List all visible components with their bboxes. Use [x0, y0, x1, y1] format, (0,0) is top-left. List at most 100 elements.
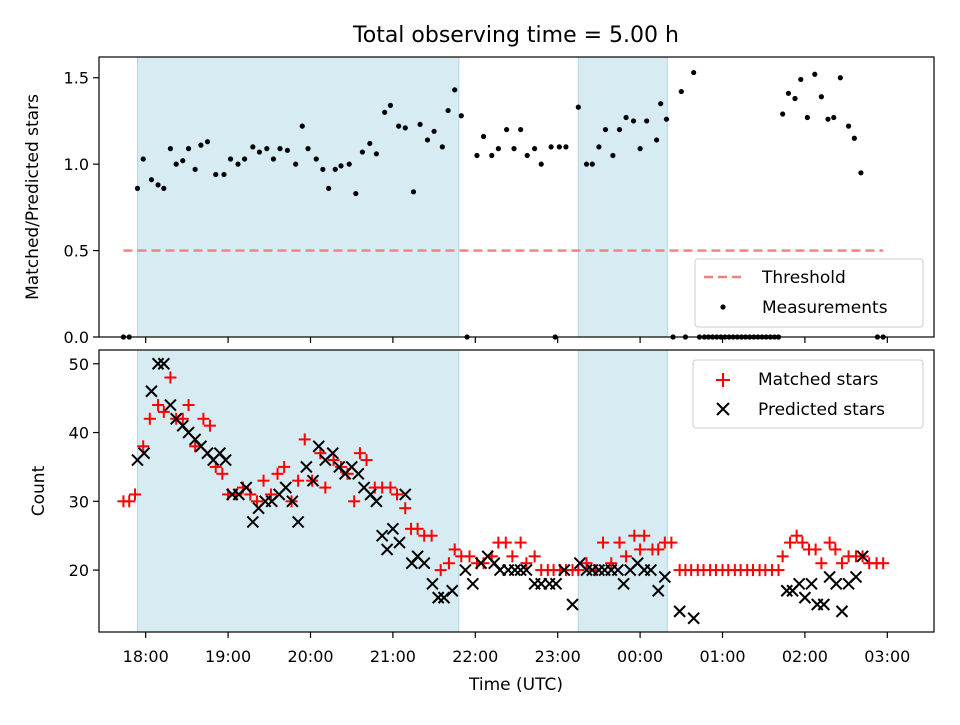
predicted-star-point — [466, 577, 480, 591]
predicted-star-point — [137, 446, 151, 460]
measurement-point — [396, 123, 402, 129]
matched-star-point — [605, 557, 618, 570]
ratio-y-tick-label: 0.0 — [64, 328, 89, 347]
predicted-star-point — [673, 605, 686, 618]
matched-star-point — [796, 536, 809, 549]
matched-star-point — [216, 467, 229, 480]
measurement-point — [185, 146, 192, 152]
measurement-point — [173, 161, 179, 167]
measurement-point — [845, 123, 852, 129]
measurement-point — [424, 137, 431, 143]
measurement-point — [818, 94, 824, 100]
measurement-point — [192, 166, 198, 172]
measurement-point — [458, 113, 464, 119]
predicted-star-point — [352, 467, 365, 481]
count-y-tick-label: 30 — [69, 492, 89, 511]
count-observing-window — [136, 349, 460, 633]
measurement-point — [610, 152, 616, 159]
measurement-point — [284, 147, 291, 153]
measurement-point — [663, 116, 670, 122]
measurement-point — [140, 156, 146, 162]
ratio-y-tick-label: 0.5 — [64, 242, 89, 261]
measurement-point — [250, 144, 256, 150]
measurement-point — [431, 128, 437, 134]
matched-star-point — [319, 481, 332, 494]
matched-star-point — [580, 557, 593, 570]
predicted-star-point — [514, 563, 527, 577]
measurement-point — [359, 149, 366, 155]
measurement-point — [235, 161, 241, 167]
matched-star-point — [528, 550, 541, 563]
predicted-star-point — [446, 584, 459, 597]
matched-star-point — [264, 488, 277, 501]
matched-star-point — [384, 481, 397, 494]
measurement-point — [798, 76, 804, 83]
matched-star-point — [613, 536, 626, 549]
matched-star-point — [829, 543, 842, 556]
measurement-point — [221, 171, 227, 178]
predicted-star-point — [508, 563, 522, 577]
matched-star-point — [182, 399, 195, 412]
matched-star-point — [123, 495, 136, 508]
matched-star-point — [835, 557, 848, 570]
predicted-star-point — [798, 591, 812, 604]
matched-star-point — [776, 550, 789, 563]
predicted-star-point — [580, 563, 593, 577]
measurement-point — [293, 161, 299, 167]
predicted-star-point — [418, 557, 431, 570]
measurement-point — [678, 88, 684, 95]
measurement-point — [812, 71, 818, 77]
matched-star-point — [514, 536, 527, 549]
predicted-star-point — [644, 563, 658, 577]
matched-star-point — [143, 412, 156, 425]
matched-star-point — [298, 433, 311, 446]
measurement-point — [373, 151, 380, 157]
legend-predicted-label: Predicted stars — [758, 400, 885, 420]
measurement-point — [532, 146, 538, 152]
matched-star-point — [790, 529, 803, 542]
measurement-point — [241, 156, 248, 162]
predicted-star-point — [566, 598, 579, 611]
measurement-point — [589, 161, 595, 167]
matched-star-point — [278, 460, 291, 473]
measurement-point — [538, 161, 544, 167]
matched-star-point — [520, 557, 533, 570]
matched-star-point — [634, 543, 647, 556]
ratio-panel-frame — [98, 56, 935, 338]
measurement-point — [489, 152, 495, 159]
matched-star-point — [271, 467, 284, 480]
measurement-point — [831, 114, 837, 121]
predicted-star-point — [792, 577, 806, 591]
x-tick-label: 18:00 — [123, 647, 169, 666]
measurement-point — [825, 116, 831, 122]
x-tick-label: 21:00 — [370, 647, 416, 666]
predicted-star-point — [300, 460, 313, 474]
matched-star-point — [348, 495, 361, 508]
measurement-point — [691, 69, 697, 76]
matched-star-point — [665, 536, 678, 549]
measurement-point — [653, 137, 660, 143]
matched-star-point — [506, 550, 519, 563]
matched-star-point — [877, 557, 890, 570]
measurement-point — [256, 149, 263, 155]
measurement-point — [346, 161, 352, 167]
measurement-point — [402, 125, 408, 131]
legend-predicted-marker — [716, 402, 730, 416]
ratio-y-tick-label: 1.5 — [64, 69, 89, 88]
measurement-point — [658, 101, 664, 107]
measurement-point — [213, 171, 219, 178]
measurement-point — [556, 144, 562, 150]
measurement-point — [575, 104, 581, 110]
matched-star-point — [772, 564, 785, 577]
measurement-point — [474, 152, 480, 159]
measurement-point — [161, 185, 167, 191]
measurement-point — [227, 156, 234, 162]
measurement-point — [417, 121, 423, 128]
x-tick-label: 00:00 — [617, 647, 663, 666]
measurement-point — [583, 161, 590, 167]
measurement-point — [148, 177, 155, 183]
measurement-point — [320, 166, 326, 172]
legend-threshold-label: Threshold — [761, 268, 846, 288]
matched-star-point — [176, 412, 189, 425]
